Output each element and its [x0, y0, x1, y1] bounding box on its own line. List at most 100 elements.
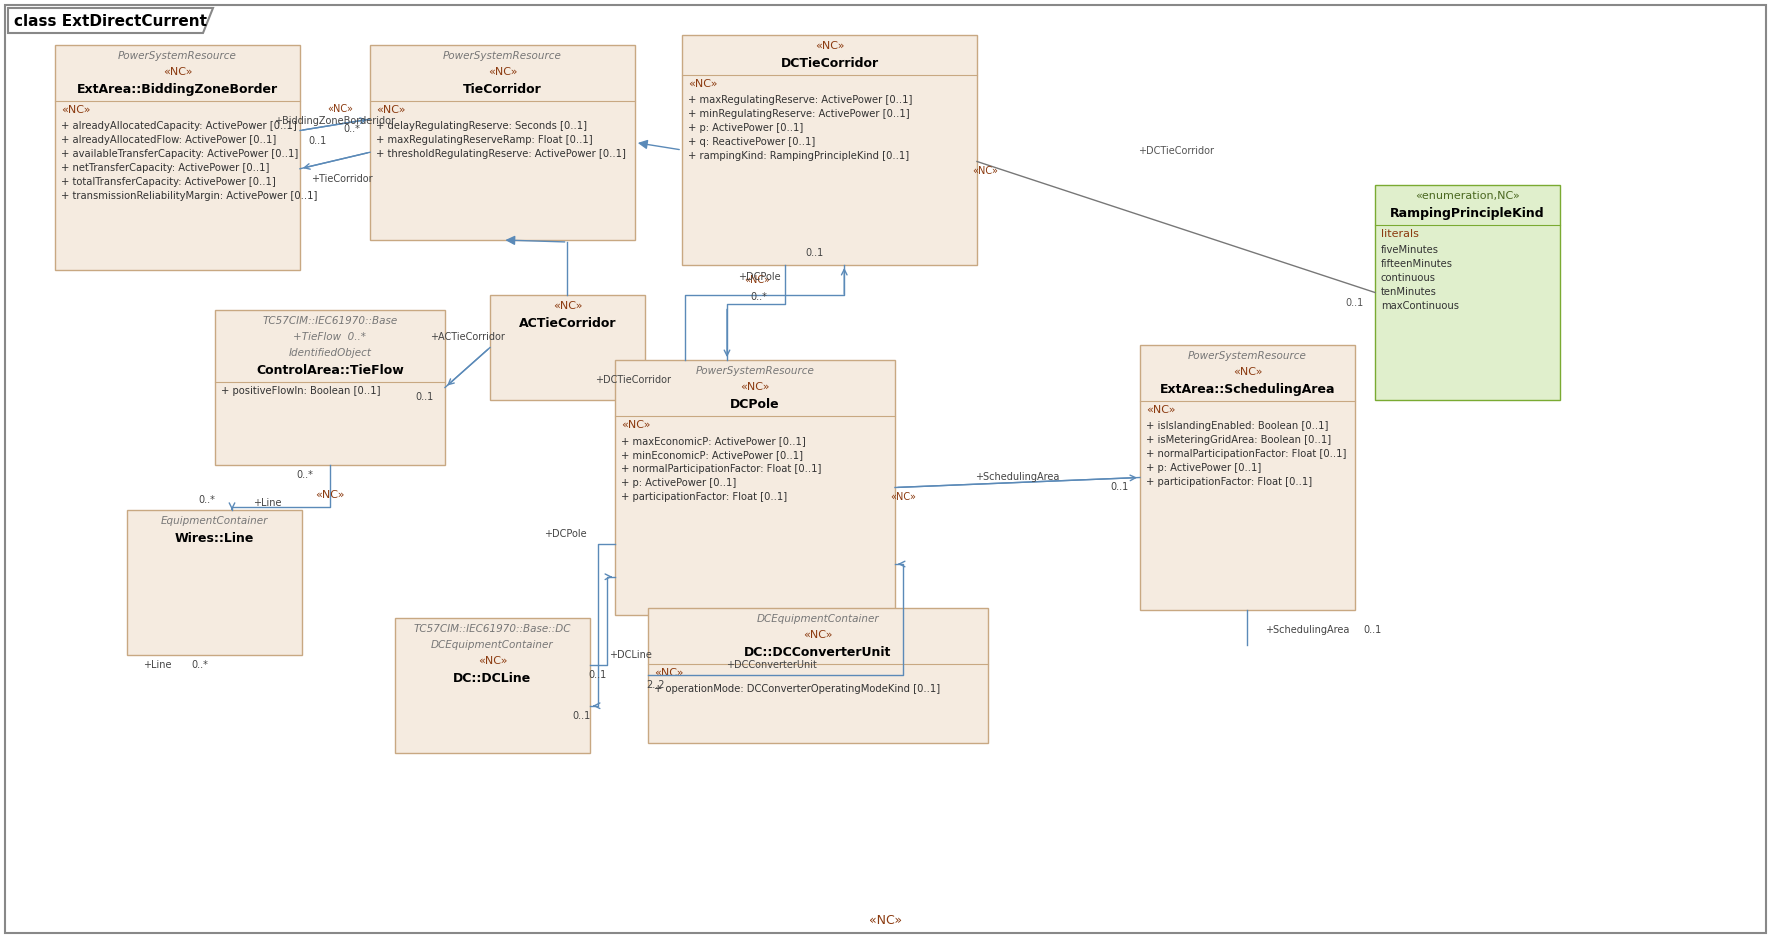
Text: PowerSystemResource: PowerSystemResource: [443, 51, 561, 61]
Text: + alreadyAllocatedFlow: ActivePower [0..1]: + alreadyAllocatedFlow: ActivePower [0..…: [60, 135, 276, 145]
Text: fiveMinutes: fiveMinutes: [1381, 245, 1440, 255]
Text: «NC»: «NC»: [163, 67, 193, 77]
Text: «NC»: «NC»: [622, 420, 650, 430]
Text: «NC»: «NC»: [687, 79, 717, 89]
Text: 0..1: 0..1: [590, 671, 607, 680]
Text: + p: ActivePower [0..1]: + p: ActivePower [0..1]: [1146, 463, 1261, 473]
Text: ExtArea::SchedulingArea: ExtArea::SchedulingArea: [1160, 383, 1335, 396]
FancyBboxPatch shape: [5, 5, 1766, 933]
Text: «NC»: «NC»: [653, 668, 684, 678]
FancyBboxPatch shape: [128, 510, 303, 655]
Text: DCEquipmentContainer: DCEquipmentContainer: [430, 640, 554, 650]
Text: + totalTransferCapacity: ActivePower [0..1]: + totalTransferCapacity: ActivePower [0.…: [60, 177, 276, 187]
Text: TC57CIM::IEC61970::Base: TC57CIM::IEC61970::Base: [262, 316, 398, 326]
Text: + q: ReactivePower [0..1]: + q: ReactivePower [0..1]: [687, 137, 815, 147]
Text: maxContinuous: maxContinuous: [1381, 301, 1459, 311]
Text: + p: ActivePower [0..1]: + p: ActivePower [0..1]: [622, 478, 737, 488]
Text: + maxRegulatingReserveRamp: Float [0..1]: + maxRegulatingReserveRamp: Float [0..1]: [375, 135, 593, 145]
Text: 0..1: 0..1: [416, 392, 434, 402]
Text: «NC»: «NC»: [744, 275, 770, 285]
Text: 0..*: 0..*: [751, 293, 767, 302]
FancyBboxPatch shape: [1141, 345, 1355, 610]
Text: +ACTieCorridor: +ACTieCorridor: [430, 332, 505, 342]
Text: «NC»: «NC»: [1233, 367, 1263, 377]
Text: + p: ActivePower [0..1]: + p: ActivePower [0..1]: [687, 123, 804, 133]
Text: 0..*: 0..*: [296, 470, 313, 480]
Text: Wires::Line: Wires::Line: [175, 532, 255, 545]
Polygon shape: [9, 8, 213, 33]
Text: +BiddingZoneBorderidor: +BiddingZoneBorderidor: [275, 115, 395, 126]
Text: «NC»: «NC»: [891, 492, 916, 503]
FancyBboxPatch shape: [615, 360, 894, 615]
Text: + transmissionReliabilityMargin: ActivePower [0..1]: + transmissionReliabilityMargin: ActiveP…: [60, 191, 317, 201]
Text: «NC»: «NC»: [328, 104, 352, 114]
Text: PowerSystemResource: PowerSystemResource: [1188, 351, 1307, 361]
Text: IdentifiedObject: IdentifiedObject: [289, 348, 372, 358]
FancyBboxPatch shape: [395, 618, 590, 753]
Text: TC57CIM::IEC61970::Base::DC: TC57CIM::IEC61970::Base::DC: [414, 624, 572, 634]
Text: 2..2: 2..2: [646, 680, 666, 690]
Text: + availableTransferCapacity: ActivePower [0..1]: + availableTransferCapacity: ActivePower…: [60, 149, 298, 159]
Text: 0..1: 0..1: [1364, 625, 1381, 635]
FancyBboxPatch shape: [682, 35, 978, 265]
Text: +DCTieCorridor: +DCTieCorridor: [595, 375, 671, 385]
Text: +DCPole: +DCPole: [739, 272, 781, 282]
Text: +TieFlow  0..*: +TieFlow 0..*: [294, 332, 367, 342]
Text: 0..*: 0..*: [191, 660, 207, 670]
Text: «NC»: «NC»: [315, 490, 345, 500]
Text: «NC»: «NC»: [1146, 405, 1176, 415]
Text: +Line: +Line: [253, 497, 282, 507]
Text: + operationMode: DCConverterOperatingModeKind [0..1]: + operationMode: DCConverterOperatingMod…: [653, 684, 940, 694]
Text: + isMeteringGridArea: Boolean [0..1]: + isMeteringGridArea: Boolean [0..1]: [1146, 435, 1332, 445]
Text: +DCConverterUnit: +DCConverterUnit: [726, 660, 816, 671]
Text: + maxEconomicP: ActivePower [0..1]: + maxEconomicP: ActivePower [0..1]: [622, 436, 806, 446]
Text: +SchedulingArea: +SchedulingArea: [1264, 625, 1350, 635]
Text: «NC»: «NC»: [740, 382, 770, 392]
Text: + normalParticipationFactor: Float [0..1]: + normalParticipationFactor: Float [0..1…: [622, 464, 822, 474]
Text: «enumeration,NC»: «enumeration,NC»: [1415, 191, 1520, 201]
Text: EquipmentContainer: EquipmentContainer: [161, 516, 267, 526]
Text: 0..1: 0..1: [308, 135, 328, 145]
Text: fifteenMinutes: fifteenMinutes: [1381, 259, 1452, 269]
Text: ControlArea::TieFlow: ControlArea::TieFlow: [257, 364, 404, 377]
Text: «NC»: «NC»: [375, 105, 406, 115]
Text: tenMinutes: tenMinutes: [1381, 287, 1436, 297]
FancyBboxPatch shape: [648, 608, 988, 743]
Text: «NC»: «NC»: [972, 167, 997, 176]
Text: RampingPrincipleKind: RampingPrincipleKind: [1390, 207, 1544, 220]
Text: 0..*: 0..*: [344, 124, 361, 134]
Text: ExtArea::BiddingZoneBorder: ExtArea::BiddingZoneBorder: [76, 83, 278, 96]
Text: DCPole: DCPole: [730, 398, 779, 411]
Text: «NC»: «NC»: [60, 105, 90, 115]
FancyBboxPatch shape: [214, 310, 445, 465]
Text: +DCLine: +DCLine: [609, 650, 652, 660]
Text: + alreadyAllocatedCapacity: ActivePower [0..1]: + alreadyAllocatedCapacity: ActivePower …: [60, 121, 298, 131]
Text: +DCPole: +DCPole: [544, 529, 586, 538]
FancyBboxPatch shape: [1374, 185, 1560, 400]
Text: «NC»: «NC»: [870, 914, 901, 927]
Text: + netTransferCapacity: ActivePower [0..1]: + netTransferCapacity: ActivePower [0..1…: [60, 163, 269, 173]
Text: +SchedulingArea: +SchedulingArea: [976, 473, 1059, 482]
FancyBboxPatch shape: [491, 295, 645, 400]
Text: 0..1: 0..1: [806, 248, 824, 258]
Text: TieCorridor: TieCorridor: [464, 83, 542, 96]
Text: + isIslandingEnabled: Boolean [0..1]: + isIslandingEnabled: Boolean [0..1]: [1146, 421, 1328, 431]
Text: DCTieCorridor: DCTieCorridor: [781, 57, 878, 70]
Text: DCEquipmentContainer: DCEquipmentContainer: [756, 614, 880, 624]
Text: +Line: +Line: [143, 660, 172, 670]
Text: + positiveFlowIn: Boolean [0..1]: + positiveFlowIn: Boolean [0..1]: [221, 386, 381, 396]
FancyBboxPatch shape: [370, 45, 636, 240]
Text: «NC»: «NC»: [553, 301, 583, 311]
Text: + delayRegulatingReserve: Seconds [0..1]: + delayRegulatingReserve: Seconds [0..1]: [375, 121, 586, 131]
Text: continuous: continuous: [1381, 273, 1436, 283]
Text: ACTieCorridor: ACTieCorridor: [519, 317, 616, 330]
Text: 0..1: 0..1: [572, 711, 592, 720]
FancyBboxPatch shape: [55, 45, 299, 270]
Text: «NC»: «NC»: [478, 656, 507, 666]
Text: «NC»: «NC»: [487, 67, 517, 77]
Text: + thresholdRegulatingReserve: ActivePower [0..1]: + thresholdRegulatingReserve: ActivePowe…: [375, 149, 625, 159]
Text: «NC»: «NC»: [804, 630, 832, 640]
Text: + maxRegulatingReserve: ActivePower [0..1]: + maxRegulatingReserve: ActivePower [0..…: [687, 95, 912, 105]
Text: 0..*: 0..*: [198, 495, 216, 505]
Text: PowerSystemResource: PowerSystemResource: [119, 51, 237, 61]
